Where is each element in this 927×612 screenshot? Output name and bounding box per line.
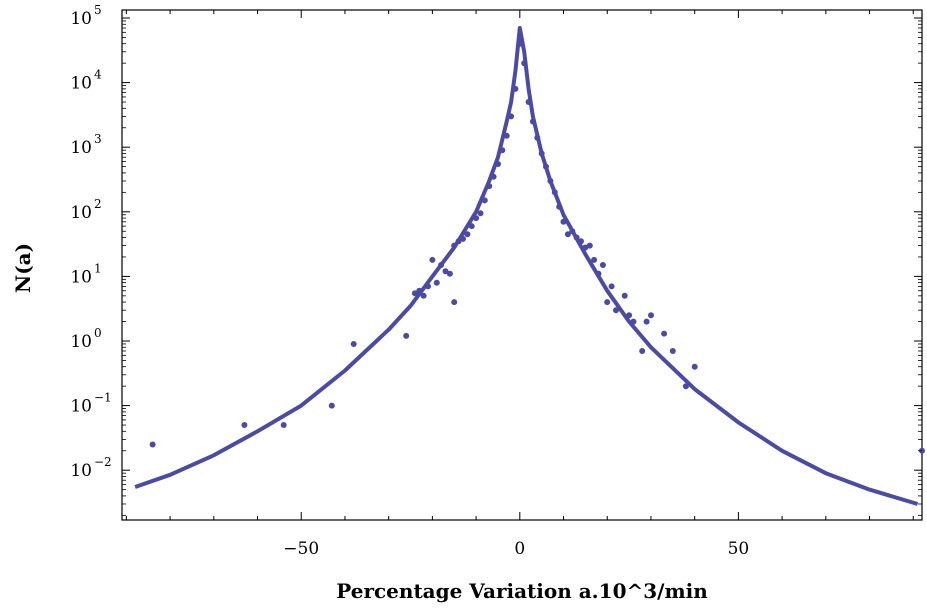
y-tick-label: 10: [70, 138, 92, 158]
x-axis-title: Percentage Variation a.10^3/min: [336, 579, 708, 603]
data-point: [503, 132, 510, 139]
x-tick-label: 50: [728, 539, 750, 559]
y-tick-exponent: 3: [94, 132, 102, 146]
data-point: [595, 270, 602, 277]
data-point: [525, 99, 532, 105]
y-tick-label: 10: [70, 74, 92, 94]
data-point: [569, 228, 576, 235]
data-point: [149, 441, 156, 448]
data-point: [529, 118, 536, 125]
data-point: [438, 262, 445, 268]
data-point: [455, 238, 462, 245]
data-point: [473, 215, 480, 222]
y-tick-exponent: −2: [94, 455, 112, 469]
y-tick-label: 10: [70, 9, 92, 29]
data-point: [613, 307, 619, 314]
fit-curve-layer: [134, 26, 919, 506]
data-point: [626, 312, 633, 319]
data-point: [280, 422, 287, 428]
data-point: [551, 189, 558, 196]
fit-curve: [134, 26, 919, 506]
data-point: [420, 292, 427, 299]
y-tick-label: 10: [70, 461, 92, 481]
data-point: [516, 40, 523, 47]
data-point: [639, 348, 646, 354]
data-point: [556, 203, 563, 210]
y-axis-title: N(a): [11, 243, 35, 293]
x-tick-label: 0: [514, 539, 525, 559]
data-point: [350, 341, 357, 347]
data-point: [521, 60, 528, 67]
data-point: [564, 231, 571, 238]
y-tick-label: 10: [70, 332, 92, 352]
data-point: [495, 161, 501, 167]
data-point: [643, 318, 650, 325]
data-point: [604, 299, 611, 306]
y-tick-exponent: 2: [94, 197, 102, 211]
data-point: [608, 283, 615, 290]
y-tick-exponent: 5: [94, 3, 102, 17]
data-point: [691, 363, 698, 370]
data-point: [621, 292, 628, 299]
y-tick-label: 10: [70, 397, 92, 417]
data-point: [534, 134, 541, 141]
y-tick-exponent: −1: [94, 391, 112, 405]
y-tick-exponent: 4: [94, 68, 102, 82]
data-point: [451, 242, 458, 249]
data-point: [411, 290, 418, 297]
data-point: [669, 348, 676, 354]
data-point: [433, 279, 440, 286]
data-point: [451, 299, 458, 306]
data-point: [512, 85, 519, 92]
y-tick-label: 10: [70, 203, 92, 223]
data-point: [464, 231, 471, 238]
y-tick-exponent: 1: [94, 261, 102, 275]
data-point: [490, 173, 497, 180]
data-point: [429, 256, 436, 263]
data-point: [486, 183, 493, 190]
data-point: [578, 238, 584, 245]
data-point: [508, 113, 515, 120]
data-point: [661, 330, 668, 337]
data-point: [442, 268, 449, 275]
data-point: [328, 402, 335, 409]
data-point: [481, 197, 488, 204]
data-point: [477, 210, 484, 217]
data-point: [460, 235, 466, 242]
data-point: [560, 218, 567, 225]
data-point: [573, 234, 580, 241]
data-point: [425, 283, 431, 290]
data-point: [586, 242, 593, 249]
data-points-layer: [149, 40, 925, 454]
data-point: [682, 383, 689, 390]
data-point: [416, 287, 423, 294]
data-point: [241, 422, 248, 428]
plot-frame: [121, 9, 923, 521]
data-point: [543, 163, 549, 170]
data-point: [446, 270, 453, 277]
data-point: [599, 262, 606, 268]
x-tick-label: −50: [283, 539, 319, 559]
data-point: [648, 312, 654, 319]
y-tick-exponent: 0: [94, 326, 102, 340]
data-point: [547, 178, 554, 184]
y-tick-label: 10: [70, 267, 92, 287]
data-point: [538, 150, 545, 157]
data-point: [630, 318, 637, 325]
data-point: [403, 332, 410, 339]
data-point: [499, 147, 506, 154]
data-point: [591, 256, 598, 263]
data-point: [468, 223, 475, 230]
x-axis-ticks: −50 0 50: [125, 10, 914, 559]
